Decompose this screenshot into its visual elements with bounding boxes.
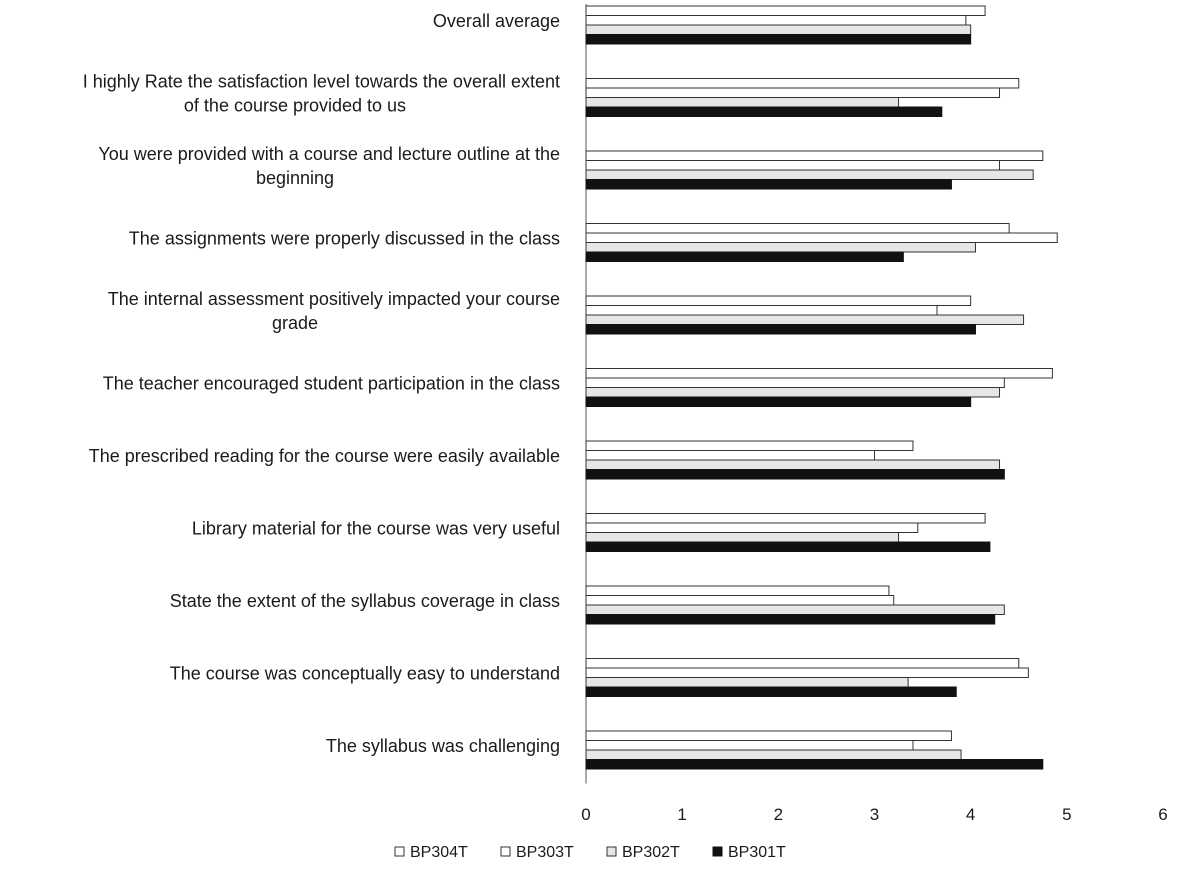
legend-swatch-bp302t	[606, 846, 617, 857]
category-label: The internal assessment positively impac…	[108, 289, 560, 309]
bar-bp304t-0	[585, 5, 986, 16]
x-tick-label: 1	[677, 805, 686, 824]
bar-bp303t-5	[585, 377, 1005, 388]
bar-bp302t-10	[585, 749, 962, 760]
category-label: You were provided with a course and lect…	[98, 144, 560, 164]
x-tick-label: 0	[581, 805, 590, 824]
bar-bp303t-3	[585, 232, 1058, 243]
category-label: The teacher encouraged student participa…	[103, 374, 560, 394]
bar-bp303t-8	[585, 595, 895, 606]
bar-bp303t-7	[585, 522, 919, 533]
legend-swatch-bp301t	[712, 846, 723, 857]
bar-bp304t-8	[585, 585, 890, 596]
category-label: State the extent of the syllabus coverag…	[170, 591, 560, 611]
legend-label: BP301T	[728, 844, 786, 861]
legend-label: BP303T	[516, 844, 574, 861]
bar-bp302t-9	[585, 677, 909, 688]
legend-label: BP302T	[622, 844, 680, 861]
bar-bp303t-10	[585, 740, 914, 751]
bar-bp301t-1	[585, 106, 943, 117]
bar-bp302t-5	[585, 387, 1001, 398]
bar-bp302t-4	[585, 314, 1025, 325]
bar-bp304t-9	[585, 658, 1020, 669]
bar-bp301t-6	[585, 469, 1005, 480]
x-tick-label: 6	[1158, 805, 1167, 824]
bar-bp302t-8	[585, 604, 1005, 615]
bar-bp303t-1	[585, 87, 1001, 98]
bar-bp302t-1	[585, 97, 900, 108]
category-label: Overall average	[433, 11, 560, 31]
category-label: grade	[272, 313, 318, 333]
bar-bp303t-6	[585, 450, 875, 461]
category-label: The course was conceptually easy to unde…	[170, 664, 560, 684]
bar-bp304t-5	[585, 368, 1053, 379]
bar-bp301t-4	[585, 324, 976, 335]
legend-swatch-bp303t	[500, 846, 511, 857]
bar-bp301t-5	[585, 396, 972, 407]
bar-bp304t-4	[585, 295, 972, 306]
bar-bp304t-2	[585, 150, 1044, 161]
bar-bp304t-3	[585, 223, 1010, 234]
x-tick-label: 2	[774, 805, 783, 824]
bar-bp304t-1	[585, 78, 1020, 89]
bar-bp301t-7	[585, 541, 991, 552]
bar-bp301t-2	[585, 179, 952, 190]
bar-bp302t-7	[585, 532, 900, 543]
x-tick-label: 5	[1062, 805, 1071, 824]
bar-bp301t-8	[585, 614, 996, 625]
bar-bp303t-9	[585, 667, 1029, 678]
category-label: The syllabus was challenging	[326, 736, 560, 756]
bar-bp303t-0	[585, 15, 967, 26]
x-tick-label: 4	[966, 805, 975, 824]
bar-bp301t-9	[585, 686, 957, 697]
bar-bp302t-6	[585, 459, 1001, 470]
x-tick-label: 3	[870, 805, 879, 824]
bar-bp301t-3	[585, 251, 904, 262]
legend-label: BP304T	[410, 844, 468, 861]
bar-bp301t-0	[585, 34, 972, 45]
bar-bp302t-3	[585, 242, 976, 253]
category-label: of the course provided to us	[184, 96, 406, 116]
category-label: I highly Rate the satisfaction level tow…	[83, 72, 560, 92]
category-label: The prescribed reading for the course we…	[89, 446, 560, 466]
bar-bp302t-0	[585, 24, 972, 35]
bar-bp303t-2	[585, 160, 1001, 171]
category-label: beginning	[256, 168, 334, 188]
category-label: The assignments were properly discussed …	[129, 229, 560, 249]
legend-swatch-bp304t	[394, 846, 405, 857]
bar-bp302t-2	[585, 169, 1034, 180]
bar-bp304t-10	[585, 730, 952, 741]
category-label: Library material for the course was very…	[192, 519, 560, 539]
bar-bp301t-10	[585, 759, 1044, 770]
bar-bp304t-7	[585, 513, 986, 524]
bar-bp304t-6	[585, 440, 914, 451]
bar-bp303t-4	[585, 305, 938, 316]
